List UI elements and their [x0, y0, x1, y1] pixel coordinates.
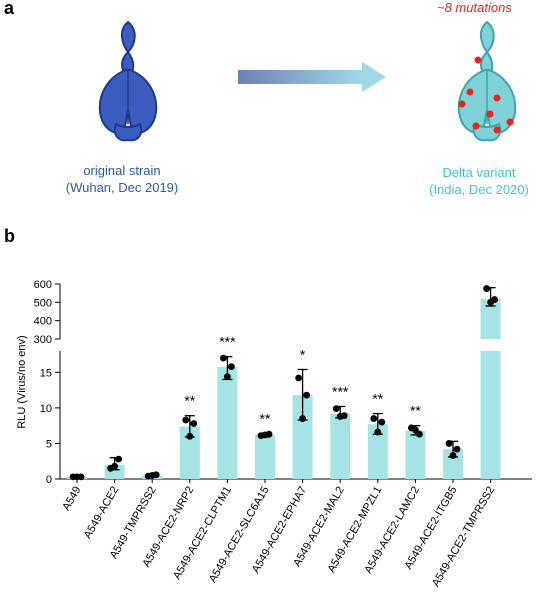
bar: [480, 351, 501, 479]
significance-label: **: [260, 410, 271, 426]
bar: [217, 366, 238, 479]
y-tick-label: 15: [40, 367, 52, 379]
bar: [480, 298, 501, 339]
bar: [255, 434, 275, 479]
data-point: [378, 418, 386, 426]
data-point: [483, 285, 490, 292]
y-tick-label: 400: [34, 316, 52, 328]
y-tick-label: 5: [46, 438, 52, 450]
panel-b-label: b: [4, 226, 15, 246]
y-axis-label: RLU (Virus/no env): [16, 335, 28, 428]
data-point: [374, 428, 382, 436]
bar: [405, 430, 426, 479]
mutation-dot: [486, 110, 494, 118]
original-strain-caption: original strain (Wuhan, Dec 2019): [42, 162, 202, 196]
data-point: [186, 432, 194, 440]
data-point: [453, 445, 461, 453]
original-strain-line1: original strain: [83, 163, 161, 178]
significance-labels: *********** ****: [184, 334, 421, 427]
data-point: [303, 391, 310, 399]
data-point: [332, 405, 340, 412]
delta-variant-caption: Delta variant (India, Dec 2020): [414, 164, 541, 198]
mutation-dot: [472, 122, 480, 130]
mutation-dots: [458, 56, 514, 134]
y-tick-label: 0: [46, 474, 52, 486]
mutation-dot: [493, 126, 501, 134]
mutation-dot: [506, 118, 514, 126]
x-tick-label: A549-ACE2: [82, 485, 121, 541]
mutations-label: ~8 mutations: [437, 0, 512, 15]
bar: [292, 395, 313, 479]
mutation-dot: [493, 94, 501, 102]
delta-variant-line2: (India, Dec 2020): [429, 182, 529, 197]
significance-label: **: [184, 393, 195, 409]
mutation-dot: [474, 56, 482, 64]
data-point: [115, 455, 122, 463]
significance-label: ***: [332, 383, 349, 399]
data-point: [261, 431, 269, 439]
data-point: [220, 354, 227, 362]
data-point: [416, 430, 423, 438]
x-tick-labels: A549A549-ACE2A549-TMPRSS2A549-ACE2-NRP2A…: [60, 479, 497, 589]
spike-protein-icon: [457, 20, 517, 142]
y-tick-label: 10: [40, 403, 52, 415]
panel-a-label: a: [4, 0, 15, 18]
delta-variant-line1: Delta variant: [442, 165, 516, 180]
significance-label: **: [410, 403, 421, 419]
data-point: [412, 426, 419, 434]
mutation-dot: [458, 100, 466, 108]
significance-label: *: [300, 346, 306, 362]
bar: [179, 426, 200, 479]
data-point: [299, 415, 306, 422]
data-point: [111, 462, 118, 470]
original-strain-line2: (Wuhan, Dec 2019): [65, 180, 179, 195]
y-tick-label: 300: [34, 334, 52, 346]
bar: [367, 424, 388, 479]
y-tick-label: 500: [34, 297, 52, 309]
y-tick-label: 600: [34, 279, 52, 291]
data-point: [295, 374, 302, 382]
data-point: [445, 440, 453, 447]
data-point: [449, 452, 457, 459]
data-point: [336, 413, 344, 420]
x-tick-label: A549: [60, 485, 83, 513]
spike-protein-icon: [98, 20, 158, 142]
significance-label: **: [372, 391, 383, 407]
data-point: [370, 415, 378, 422]
bar: [330, 413, 351, 479]
data-point: [73, 473, 81, 481]
mutation-dot: [466, 88, 474, 96]
data-point: [190, 420, 198, 427]
gradient-arrow-icon: [238, 62, 386, 92]
chart-bars: [67, 285, 501, 481]
significance-label: ***: [219, 334, 236, 350]
data-point: [487, 298, 494, 306]
data-point: [182, 416, 190, 424]
data-point: [148, 472, 156, 479]
data-point: [228, 363, 235, 371]
data-point: [224, 373, 231, 380]
